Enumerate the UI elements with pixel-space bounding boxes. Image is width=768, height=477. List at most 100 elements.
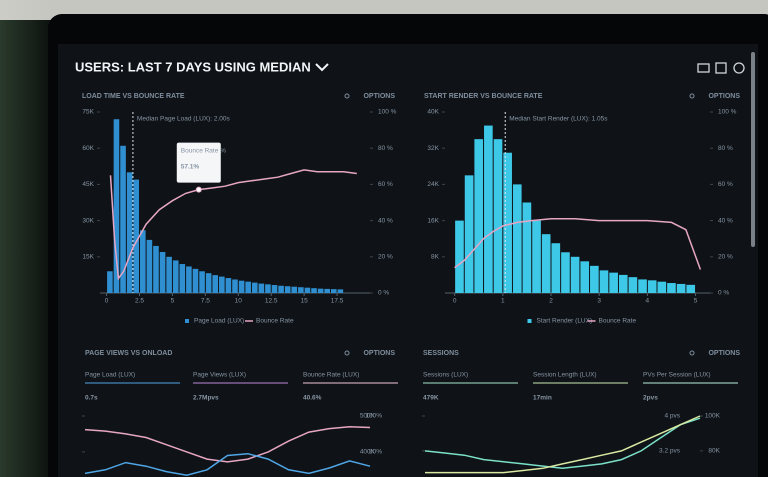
bar [647, 280, 657, 293]
options-icon[interactable] [344, 93, 350, 99]
median-annotation: Median Start Render (LUX): 1.05s [509, 116, 608, 123]
kpi-value: 2.7Mpvs [193, 395, 219, 402]
y-tick-label: 32K [427, 145, 439, 152]
bar [179, 264, 186, 293]
y2-tick-label: 0 % [718, 290, 729, 297]
y2-tick-label: 100% [365, 413, 382, 420]
bar [590, 265, 599, 293]
legend-swatch [185, 319, 189, 323]
y2-tick-label: 40 % [378, 217, 393, 224]
dropdown-icon[interactable] [315, 63, 329, 72]
y2-tick-label: 20 % [378, 254, 393, 261]
options-link[interactable]: OPTIONS [363, 93, 395, 100]
options-link[interactable]: OPTIONS [363, 350, 395, 357]
options-icon[interactable] [689, 350, 695, 356]
bar [503, 152, 512, 293]
options-icon[interactable] [344, 350, 350, 356]
y2-tick-label: 0 % [378, 290, 389, 297]
bar [232, 279, 238, 293]
series-line [425, 415, 701, 474]
y-tick-label: 400K [360, 449, 376, 456]
x-tick-label: 10 [235, 298, 243, 305]
dashboard-title: USERS: LAST 7 DAYS USING MEDIAN [75, 59, 311, 74]
bar [205, 273, 212, 293]
bar [676, 283, 686, 293]
bar [324, 288, 330, 293]
series-line [84, 426, 371, 463]
y2-tick-label: 80% [369, 449, 382, 456]
panel-title: LOAD TIME VS BOUNCE RATE [82, 93, 185, 100]
x-tick-label: 17.5 [331, 298, 344, 305]
panel-title: START RENDER VS BOUNCE RATE [424, 93, 543, 100]
bar [166, 256, 172, 293]
y2-tick-label: 40 % [718, 217, 733, 224]
y2-tick-label: 100 % [378, 109, 397, 116]
bar [686, 284, 696, 293]
bar [532, 220, 541, 293]
kpi-value: 2pvs [643, 395, 658, 402]
bar [245, 281, 251, 293]
bar [317, 288, 324, 293]
bar [298, 287, 304, 293]
image-icon[interactable] [715, 62, 727, 74]
tooltip-label: Bounce Rate % [181, 147, 226, 154]
bar [311, 288, 317, 293]
bar [638, 279, 647, 293]
x-tick-label: 12.5 [265, 298, 278, 305]
legend-label: Bounce Rate [599, 318, 637, 325]
options-link[interactable]: OPTIONS [708, 350, 740, 357]
y-tick-label: 24K [427, 181, 439, 188]
kpi-label: Session Length (LUX) [533, 372, 597, 379]
bar [278, 285, 284, 293]
panel-title: PAGE VIEWS VS ONLOAD [85, 350, 172, 357]
bar [337, 289, 344, 293]
bar [493, 139, 503, 293]
y2-tick-label: 60 % [718, 181, 733, 188]
x-tick-label: 3 [597, 298, 601, 305]
x-tick-label: 4 [646, 298, 650, 305]
y-tick-label: 16K [427, 217, 439, 224]
scrollbar[interactable] [751, 52, 755, 247]
bar [484, 125, 493, 293]
y-tick-label: 75K [82, 109, 94, 116]
x-tick-label: 5 [171, 298, 175, 305]
bar [628, 277, 638, 293]
bar [667, 283, 676, 293]
y-tick-label: 8K [431, 254, 440, 261]
bar [618, 274, 628, 293]
bar [258, 283, 265, 293]
tooltip-point [195, 186, 202, 193]
tooltip-value: 57.1% [181, 163, 200, 170]
kpi-label: Page Views (LUX) [193, 372, 246, 379]
bar [133, 179, 140, 293]
legend-label: Start Render (LUX) [537, 318, 593, 325]
bar [284, 286, 291, 293]
monitor-icon[interactable] [697, 63, 710, 73]
bar [107, 271, 113, 293]
bar [172, 260, 179, 293]
options-icon[interactable] [689, 93, 695, 99]
bar [159, 251, 166, 293]
options-link[interactable]: OPTIONS [708, 93, 740, 100]
y-tick-label: 30K [82, 217, 94, 224]
legend-swatch [527, 319, 532, 323]
x-tick-label: 2 [549, 298, 553, 305]
bar [291, 286, 298, 293]
bar [192, 268, 199, 293]
bar [212, 275, 219, 293]
help-icon[interactable] [733, 62, 745, 74]
bounce-rate-line [454, 218, 702, 270]
kpi-label: Bounce Rate (LUX) [303, 372, 359, 379]
bar [512, 184, 522, 293]
bar [657, 281, 667, 293]
bar [219, 276, 225, 293]
kpi-value: 17min [533, 395, 552, 402]
x-tick-label: 1 [501, 298, 505, 305]
bar [561, 252, 570, 293]
y2-tick-label: 20 % [718, 254, 733, 261]
x-tick-label: 15 [301, 298, 309, 305]
y-tick-label: 4 pvs [664, 413, 680, 420]
bar [464, 175, 474, 293]
legend-label: Page Load (LUX) [194, 318, 244, 325]
x-tick-label: 0 [453, 298, 457, 305]
